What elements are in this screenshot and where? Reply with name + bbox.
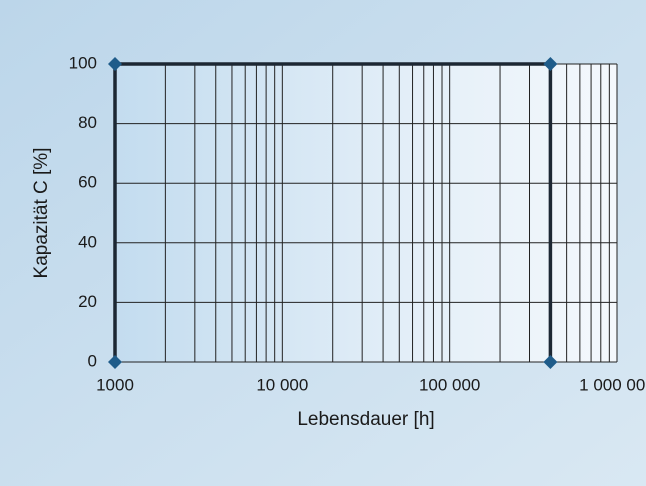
plot-area: [115, 64, 617, 362]
x-tick-label: 1000: [96, 375, 134, 394]
y-tick-label: 0: [88, 351, 97, 370]
x-tick-label: 10 000: [256, 375, 308, 394]
x-tick-label: 1 000 000: [579, 375, 646, 394]
data-point: [108, 355, 122, 369]
y-tick-label: 80: [78, 113, 97, 132]
y-axis-label: Kapazität C [%]: [31, 148, 52, 279]
y-tick-label: 100: [69, 53, 97, 72]
x-tick-label: 100 000: [419, 375, 480, 394]
data-point: [108, 57, 122, 71]
data-point: [543, 57, 558, 71]
data-line: [113, 62, 553, 362]
x-axis-label: Lebensdauer [h]: [297, 409, 434, 430]
data-point: [543, 355, 558, 369]
y-tick-label: 20: [78, 292, 97, 311]
y-tick-label: 60: [78, 173, 97, 192]
y-tick-label: 40: [78, 232, 97, 251]
